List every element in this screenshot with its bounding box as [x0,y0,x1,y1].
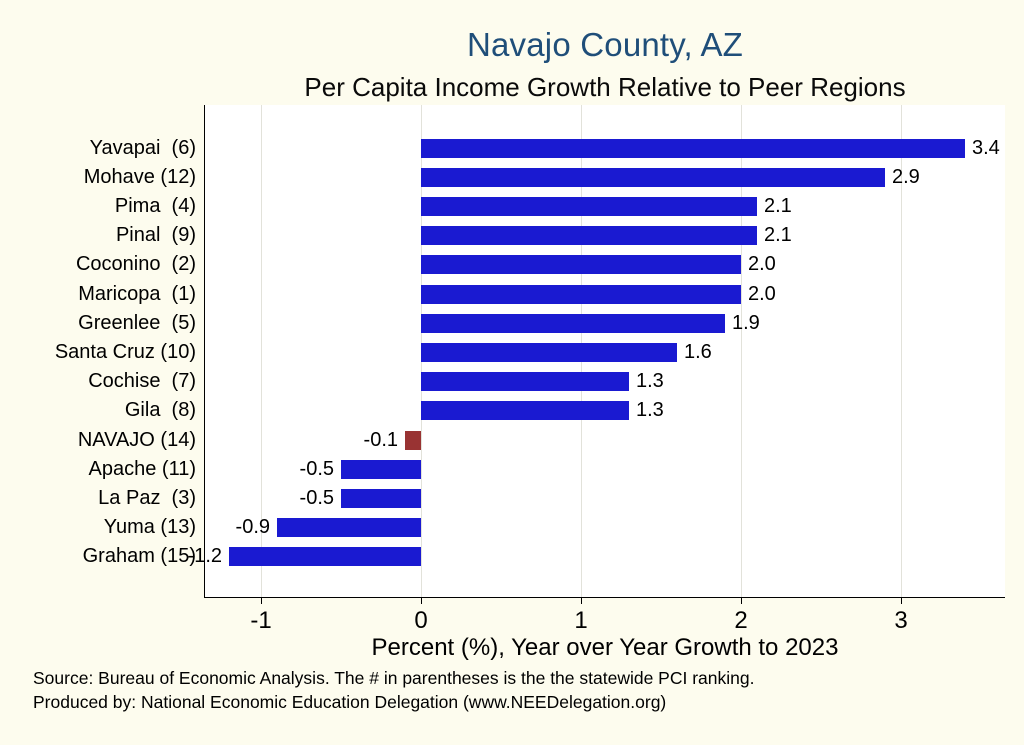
category-label: Maricopa (1) [78,282,196,305]
category-label: Apache (11) [88,457,196,480]
bar [421,284,741,304]
value-label: 2.1 [764,194,792,217]
value-label: 2.0 [748,282,776,305]
x-axis-tick [581,597,582,604]
value-label: 1.9 [732,311,760,334]
plot-area: 3.4 2.9 2.1 2.1 2.0 2.0 1.9 1.6 1.3 1.3 -0.1 -0.5 -0… [188,105,1005,597]
bar [405,430,421,450]
bar [421,313,725,333]
category-label: Pinal (9) [115,224,196,247]
value-label: 1.3 [636,370,664,393]
bar [421,372,629,392]
value-label: 2.1 [764,224,792,247]
category-label: Mohave (12) [83,165,196,188]
x-tick-label: 1 [574,607,588,634]
source-note: Source: Bureau of Economic Analysis. The… [33,668,755,688]
category-label: Gila (8) [124,399,196,422]
bar [277,518,421,538]
gridline [261,105,262,597]
category-label: La Paz (3) [98,486,196,509]
category-label: Yuma (13) [103,516,196,539]
category-label: Greenlee (5) [78,311,196,334]
value-label: -0.5 [299,457,334,480]
x-axis-tick [741,597,742,604]
bar [421,255,741,275]
gridline [741,105,742,597]
bar [421,167,885,187]
y-axis-line [204,105,205,597]
bar [421,196,757,216]
value-label: 2.9 [892,165,920,188]
category-label: Coconino (2) [75,253,196,276]
bar [421,342,677,362]
category-label: Yavapai (6) [89,136,196,159]
gridline [901,105,902,597]
category-label: NAVAJO (14) [77,428,196,451]
value-label: -0.9 [235,516,270,539]
value-label: 3.4 [972,136,1000,159]
chart-subtitle: Per Capita Income Growth Relative to Pee… [304,72,906,102]
bar [421,138,965,158]
x-tick-label: -1 [250,607,272,634]
value-label: 2.0 [748,253,776,276]
x-axis-line [204,597,1005,598]
category-label: Pima (4) [114,194,196,217]
bar [421,401,629,421]
producer-note: Produced by: National Economic Education… [33,692,667,712]
value-label: -0.1 [363,428,398,451]
category-label: Santa Cruz (10) [54,340,196,363]
bar [341,459,421,479]
bar [229,547,421,567]
x-tick-label: 3 [894,607,908,634]
value-label: 1.6 [684,340,712,363]
x-axis-title: Percent (%), Year over Year Growth to 20… [371,634,839,661]
x-axis-tick [261,597,262,604]
value-label: 1.3 [636,399,664,422]
x-axis-tick [421,597,422,604]
bar [341,488,421,508]
category-label: Cochise (7) [88,370,196,393]
value-label: -0.5 [299,486,334,509]
x-axis-tick [901,597,902,604]
x-tick-label: 0 [414,607,428,634]
category-label: Graham (15) [82,545,196,568]
chart-title: Navajo County, AZ [466,26,744,63]
bar [421,226,757,246]
x-tick-label: 2 [734,607,748,634]
